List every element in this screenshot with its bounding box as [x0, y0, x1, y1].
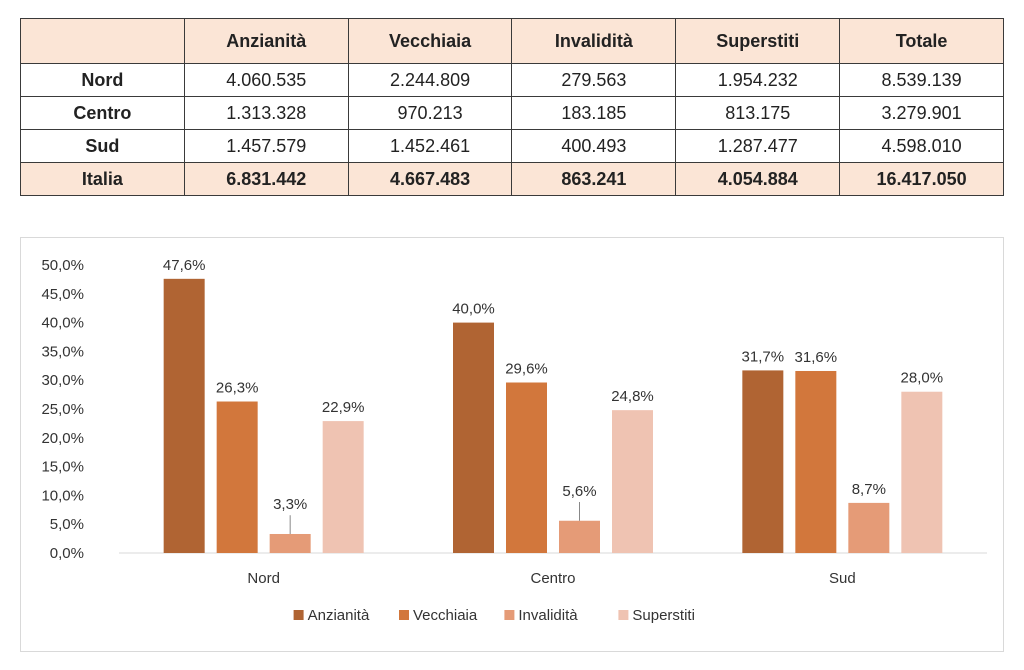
table-cell: 970.213	[347, 96, 513, 130]
bar	[453, 322, 494, 553]
legend-swatch	[504, 610, 515, 620]
bar	[612, 410, 653, 553]
data-label: 26,3%	[216, 380, 259, 397]
row-label: Nord	[20, 63, 185, 97]
table-row: Centro 1.313.328 970.213 183.185 813.175…	[20, 96, 1004, 130]
y-tick-label: 45,0%	[41, 286, 84, 303]
legend-swatch	[618, 610, 629, 620]
table-header-cell: Superstiti	[675, 18, 841, 64]
table-cell: 1.457.579	[183, 129, 349, 163]
data-label: 40,0%	[452, 301, 495, 318]
table-cell: 4.598.010	[839, 129, 1004, 163]
bar	[269, 533, 311, 553]
table-cell: 4.054.884	[675, 162, 841, 196]
y-tick-label: 35,0%	[41, 343, 84, 360]
pension-table: Anzianità Vecchiaia Invalidità Superstit…	[20, 18, 1004, 196]
table-header-cell: Totale	[839, 18, 1004, 64]
table-cell: 183.185	[511, 96, 677, 130]
row-label: Sud	[20, 129, 185, 163]
legend-label: Superstiti	[632, 607, 695, 624]
data-label: 28,0%	[901, 370, 944, 387]
y-tick-label: 30,0%	[41, 372, 84, 389]
y-tick-label: 5,0%	[50, 516, 84, 533]
data-label: 31,6%	[795, 349, 838, 366]
data-label: 22,9%	[322, 399, 365, 416]
data-label: 5,6%	[562, 483, 596, 500]
legend-swatch	[293, 610, 304, 620]
data-label: 47,6%	[163, 257, 206, 274]
bar	[742, 370, 784, 553]
y-tick-label: 25,0%	[41, 401, 84, 418]
chart-container: 0,0% 5,0% 10,0% 15,0% 20,0% 25,0% 30,0% 35,0% 40…	[20, 237, 1004, 652]
bar	[901, 391, 943, 553]
y-tick-label: 20,0%	[41, 430, 84, 447]
data-label: 29,6%	[505, 361, 548, 378]
y-tick-label: 50,0%	[41, 257, 84, 274]
legend-swatch	[399, 610, 409, 620]
legend-label: Anzianità	[308, 607, 370, 624]
table-cell: 16.417.050	[839, 162, 1004, 196]
legend-label: Vecchiaia	[413, 607, 478, 624]
x-tick-label: Nord	[247, 570, 280, 587]
bar	[216, 401, 258, 553]
bar	[848, 502, 890, 553]
table-cell: 1.313.328	[183, 96, 349, 130]
table-cell: 1.452.461	[347, 129, 513, 163]
table-cell: 2.244.809	[347, 63, 513, 97]
data-label: 24,8%	[611, 388, 654, 405]
bar	[163, 278, 205, 553]
y-tick-label: 10,0%	[41, 487, 84, 504]
data-label: 3,3%	[273, 496, 307, 513]
row-label: Italia	[20, 162, 185, 196]
legend-label: Invalidità	[518, 607, 578, 624]
table-header-cell	[20, 18, 185, 64]
bar	[322, 421, 364, 553]
table-cell: 400.493	[511, 129, 677, 163]
table-cell: 6.831.442	[183, 162, 349, 196]
table-cell: 279.563	[511, 63, 677, 97]
table-header-cell: Invalidità	[511, 18, 677, 64]
table-row: Nord 4.060.535 2.244.809 279.563 1.954.2…	[20, 63, 1004, 97]
table-cell: 4.060.535	[183, 63, 349, 97]
data-label: 8,7%	[852, 481, 886, 498]
bar-chart: 0,0% 5,0% 10,0% 15,0% 20,0% 25,0% 30,0% 35,0% 40…	[41, 257, 987, 624]
table-cell: 4.667.483	[347, 162, 513, 196]
bar	[795, 370, 837, 553]
table-cell: 813.175	[675, 96, 841, 130]
table-cell: 3.279.901	[839, 96, 1004, 130]
table-total-row: Italia 6.831.442 4.667.483 863.241 4.054…	[20, 162, 1004, 196]
y-tick-label: 0,0%	[50, 545, 84, 562]
bar	[559, 520, 600, 553]
table-header-row: Anzianità Vecchiaia Invalidità Superstit…	[20, 18, 1004, 64]
table-cell: 1.954.232	[675, 63, 841, 97]
row-label: Centro	[20, 96, 185, 130]
x-tick-label: Sud	[829, 570, 856, 587]
x-tick-label: Centro	[530, 570, 575, 587]
y-tick-label: 15,0%	[41, 459, 84, 476]
table-cell: 863.241	[511, 162, 677, 196]
table-row: Sud 1.457.579 1.452.461 400.493 1.287.47…	[20, 129, 1004, 163]
table-cell: 1.287.477	[675, 129, 841, 163]
table-header-cell: Anzianità	[183, 18, 349, 64]
bar	[506, 382, 547, 553]
y-tick-label: 40,0%	[41, 315, 84, 332]
table-cell: 8.539.139	[839, 63, 1004, 97]
data-label: 31,7%	[742, 348, 785, 365]
table-header-cell: Vecchiaia	[347, 18, 513, 64]
